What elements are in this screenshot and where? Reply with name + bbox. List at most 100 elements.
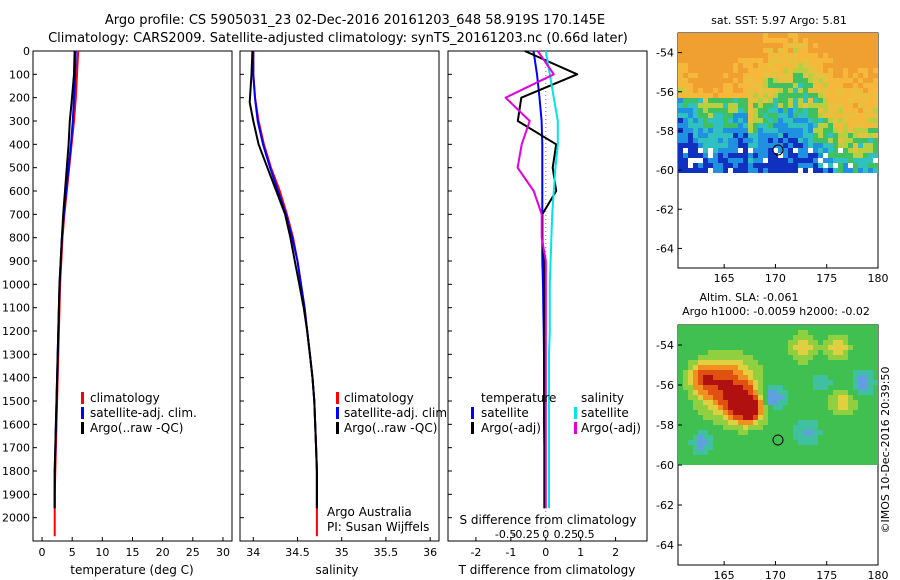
sst-cell <box>788 143 793 148</box>
sla-cell <box>813 455 818 460</box>
sst-cell <box>848 148 853 153</box>
sla-cell <box>788 425 793 430</box>
sst-cell <box>753 143 758 148</box>
sst-map: sat. SST: 5.97 Argo: 5.81 -54-56-58-60-6… <box>656 14 888 285</box>
sst-cell <box>843 73 848 78</box>
sla-cell <box>798 365 803 370</box>
sla-cell <box>738 430 743 435</box>
sst-cell <box>818 138 823 143</box>
sst-cell <box>813 33 818 38</box>
sla-cell <box>773 450 778 455</box>
sst-cell <box>708 153 713 158</box>
sla-cell <box>843 360 848 365</box>
sst-cell <box>688 128 693 133</box>
sla-cell <box>853 340 858 345</box>
sst-cell <box>873 168 878 173</box>
sst-cell <box>818 48 823 53</box>
sla-cell <box>733 375 738 380</box>
sla-cell <box>868 455 873 460</box>
sla-cell <box>778 340 783 345</box>
sst-cell <box>753 53 758 58</box>
sla-cell <box>753 365 758 370</box>
legend-s-satellite-swatch <box>574 407 577 419</box>
sst-cell <box>698 38 703 43</box>
sla-cell <box>738 335 743 340</box>
sst-cell <box>853 63 858 68</box>
sla-cell <box>798 345 803 350</box>
sst-cell <box>813 63 818 68</box>
sst-cell <box>803 88 808 93</box>
sst-cell <box>823 58 828 63</box>
sst-cell <box>748 68 753 73</box>
sst-cell <box>813 98 818 103</box>
sla-cell <box>873 375 878 380</box>
sst-cell <box>748 53 753 58</box>
sla-cell <box>688 380 693 385</box>
sst-cell <box>848 88 853 93</box>
sst-cell <box>838 143 843 148</box>
sst-cell <box>758 48 763 53</box>
sla-cell <box>743 375 748 380</box>
sla-cell <box>793 430 798 435</box>
sla-cell <box>798 350 803 355</box>
sst-cell <box>873 133 878 138</box>
sst-cell <box>733 128 738 133</box>
sst-cell <box>678 43 683 48</box>
sst-cell <box>678 108 683 113</box>
sla-cell <box>803 435 808 440</box>
sst-cell <box>803 163 808 168</box>
sst-cell <box>808 113 813 118</box>
sla-cell <box>793 425 798 430</box>
sla-cell <box>693 360 698 365</box>
sst-cell <box>798 113 803 118</box>
sst-cell <box>773 48 778 53</box>
sla-cell <box>708 440 713 445</box>
sla-cell <box>773 400 778 405</box>
sst-cell <box>793 158 798 163</box>
sst-cell <box>728 33 733 38</box>
sst-cell <box>863 163 868 168</box>
sst-cell <box>703 153 708 158</box>
sst-cell <box>688 138 693 143</box>
sst-cell <box>783 143 788 148</box>
sla-cell <box>763 375 768 380</box>
sst-cell <box>783 153 788 158</box>
sla-cell <box>678 405 683 410</box>
sst-cell <box>688 33 693 38</box>
sst-cell <box>783 78 788 83</box>
sla-cell <box>798 405 803 410</box>
sst-cell <box>773 43 778 48</box>
sst-cell <box>753 158 758 163</box>
sst-cell <box>843 138 848 143</box>
sla-cell <box>858 395 863 400</box>
sst-cell <box>753 113 758 118</box>
sla-cell <box>788 370 793 375</box>
sla-cell <box>753 425 758 430</box>
sla-cell <box>693 410 698 415</box>
temperature-panel: 0 5 10 15 20 25 30 010020030040050060070080090… <box>2 45 233 577</box>
sst-cell <box>743 123 748 128</box>
sla-cell <box>833 445 838 450</box>
sla-cell <box>748 405 753 410</box>
sst-cell <box>783 83 788 88</box>
sst-cell <box>843 108 848 113</box>
sla-cell <box>753 375 758 380</box>
sla-cell <box>733 385 738 390</box>
lat-tick-label: -58 <box>656 419 674 432</box>
legend-climatology-swatch <box>336 392 339 404</box>
sst-cell <box>753 128 758 133</box>
sla-cell <box>708 455 713 460</box>
sst-cell <box>813 158 818 163</box>
sst-cell <box>743 63 748 68</box>
sst-cell <box>713 58 718 63</box>
sst-cell <box>763 53 768 58</box>
sst-cell <box>768 78 773 83</box>
sst-cell <box>843 63 848 68</box>
sla-cell <box>708 355 713 360</box>
sla-cell <box>858 460 863 465</box>
sst-cell <box>843 78 848 83</box>
sla-cell <box>748 425 753 430</box>
sst-cell <box>803 103 808 108</box>
lon-tick-label: 180 <box>868 272 889 285</box>
sst-cell <box>838 78 843 83</box>
